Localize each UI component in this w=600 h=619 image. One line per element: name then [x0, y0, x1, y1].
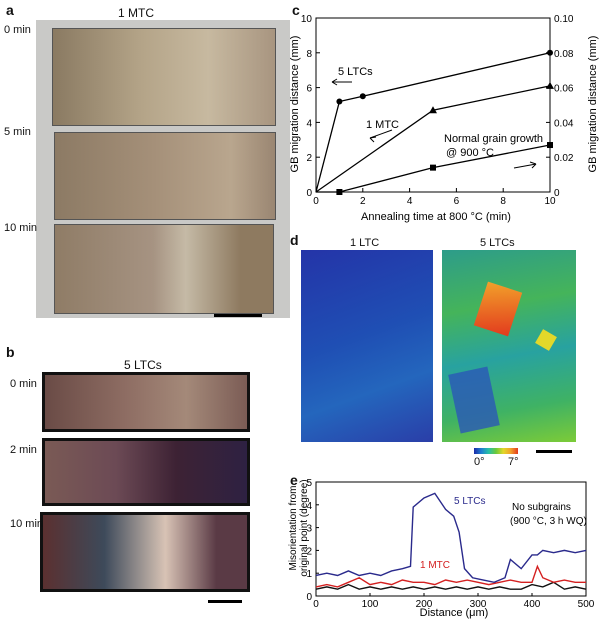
colorbar	[474, 448, 518, 454]
sample-a-10min	[54, 224, 274, 314]
scale-bar-a	[214, 314, 262, 317]
sample-b-10min	[40, 512, 250, 592]
c-ylabel-left: GB migration distance (mm)	[289, 36, 301, 173]
colorbar-max-label: 7°	[508, 456, 519, 468]
panel-b-row-label: 10 min	[10, 518, 44, 530]
panel-b-title: 5 LTCs	[124, 358, 162, 372]
e-legend-cond: (900 °C, 3 h WQ)	[510, 516, 587, 527]
e-series-line	[315, 492, 587, 584]
scale-bar-d	[536, 450, 572, 453]
c-point-circle	[359, 93, 366, 100]
e-ytick-label: 3	[306, 524, 312, 535]
e-xtick-label: 200	[416, 599, 433, 610]
c-point-triangle	[546, 81, 554, 89]
c-ytick-right-label: 0	[554, 188, 560, 199]
panel-b-letter: b	[6, 344, 15, 360]
c-ytick-right-label: 0.02	[554, 153, 574, 164]
c-xlabel: Annealing time at 800 °C (min)	[361, 211, 511, 223]
panel-a-letter: a	[6, 2, 14, 18]
c-arrows	[331, 78, 537, 169]
e-ylabel-line1: Misorientation from	[288, 485, 299, 570]
c-annotation-900: @ 900 °C	[446, 147, 494, 159]
e-ylabel-line2: original point (degree)	[299, 479, 310, 576]
c-point-circle	[336, 98, 343, 105]
sample-b-0min	[42, 372, 250, 432]
sample-b-2min	[42, 438, 250, 506]
colorbar-min-label: 0°	[474, 456, 485, 468]
e-ytick-label: 4	[306, 501, 312, 512]
ebsd-map-1ltc	[301, 250, 433, 442]
e-frame	[315, 481, 587, 597]
panel-b-row-label: 0 min	[10, 378, 37, 390]
sample-a-0min	[52, 28, 276, 126]
e-ytick-label: 5	[306, 478, 312, 489]
e-xtick-label: 0	[313, 599, 319, 610]
panel-a-row-label: 5 min	[4, 126, 31, 138]
c-xtick-label: 0	[313, 196, 319, 207]
panel-a-photo	[36, 20, 290, 318]
c-ylabel-right: GB migration distance (mm)	[587, 36, 599, 173]
panel-e-chart: 0 100 200 300 400 500 0 1 2 3 4 5 Misorientation fr…	[288, 478, 595, 619]
c-xtick-label: 4	[407, 196, 413, 207]
e-legend-5ltcs: 5 LTCs	[454, 496, 486, 507]
c-ytick-left-label: 10	[301, 14, 313, 25]
c-ytick-right-label: 0.08	[554, 49, 574, 60]
c-point-square	[430, 164, 436, 171]
e-series-line	[315, 564, 586, 588]
e-ytick-label: 1	[306, 569, 312, 580]
c-xtick-label: 2	[360, 196, 366, 207]
c-ytick-left-label: 0	[306, 188, 312, 199]
panel-a-row-label: 0 min	[4, 24, 31, 36]
panel-c-letter: c	[292, 2, 300, 18]
c-ytick-left-label: 6	[306, 84, 312, 95]
panel-e-letter: e	[290, 472, 298, 488]
c-annotation-1mtc: 1 MTC	[366, 119, 399, 131]
c-point-square	[547, 142, 553, 149]
c-series-line	[315, 52, 551, 193]
panel-d-right-title: 5 LTCs	[480, 237, 515, 249]
e-xtick-label: 500	[578, 599, 595, 610]
panel-d-left-title: 1 LTC	[350, 237, 380, 249]
e-series-line	[315, 581, 587, 590]
e-ytick-label: 2	[306, 546, 312, 557]
e-xlabel: Distance (μm)	[420, 607, 489, 619]
c-frame	[315, 17, 551, 193]
c-point-square	[336, 189, 343, 195]
c-ytick-right-label: 0.10	[554, 14, 574, 25]
e-axes: 0 100 200 300 400 500 0 1 2 3 4 5	[306, 478, 594, 610]
e-ytick-label: 0	[306, 592, 312, 603]
c-annotation-5ltcs: 5 LTCs	[338, 66, 373, 78]
c-xtick-label: 8	[500, 196, 506, 207]
c-ytick-right-label: 0.06	[554, 84, 574, 95]
e-xtick-label: 400	[524, 599, 541, 610]
scale-bar-b	[208, 600, 242, 603]
c-ytick-left-label: 4	[306, 118, 312, 129]
c-xtick-label: 6	[454, 196, 460, 207]
c-point-circle	[547, 49, 553, 56]
c-annotation-normal: Normal grain growth	[444, 133, 543, 145]
e-legend-1mtc: 1 MTC	[420, 560, 450, 571]
panel-d-letter: d	[290, 232, 299, 248]
c-series	[315, 49, 554, 195]
e-xtick-label: 100	[362, 599, 379, 610]
e-series	[315, 492, 587, 590]
panel-a-title: 1 MTC	[118, 6, 154, 20]
e-legend-nosub: No subgrains	[512, 502, 571, 513]
c-xtick-label: 10	[544, 196, 556, 207]
c-point-triangle	[429, 106, 437, 114]
e-xtick-label: 300	[470, 599, 487, 610]
c-series-line	[316, 144, 551, 193]
ebsd-map-5ltcs	[442, 250, 576, 442]
sample-a-5min	[54, 132, 276, 220]
c-ytick-right-label: 0.04	[554, 118, 574, 129]
panel-a-row-label: 10 min	[4, 222, 38, 234]
panel-b-row-label: 2 min	[10, 444, 37, 456]
c-ytick-left-label: 8	[306, 49, 312, 60]
c-ytick-left-label: 2	[306, 153, 312, 164]
